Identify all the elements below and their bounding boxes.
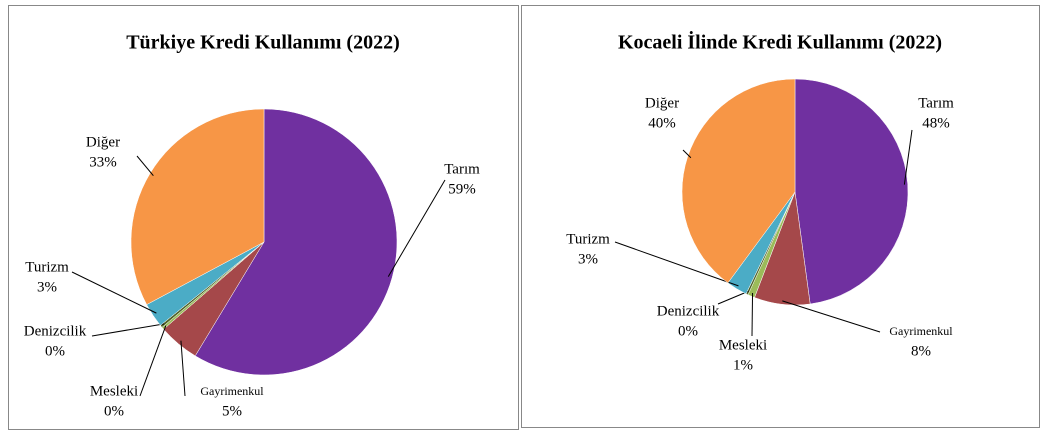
slice-label: Gayrimenkul bbox=[889, 324, 953, 338]
slice-value-label: 0% bbox=[45, 343, 65, 359]
leader-line bbox=[682, 149, 692, 159]
slice-label: Denizcilik bbox=[24, 323, 87, 339]
slice-label: Mesleki bbox=[719, 337, 767, 353]
slice-label: Tarım bbox=[918, 95, 954, 111]
chart-title: Türkiye Kredi Kullanımı (2022) bbox=[126, 32, 400, 54]
slice-label: Mesleki bbox=[90, 383, 138, 399]
slice-label: Turizm bbox=[566, 231, 610, 247]
slice-value-label: 40% bbox=[648, 115, 676, 131]
pie-slice bbox=[130, 108, 265, 305]
leader-line bbox=[717, 290, 749, 305]
leader-line bbox=[903, 129, 913, 185]
leader-line bbox=[180, 340, 186, 397]
slice-value-label: 0% bbox=[678, 323, 698, 339]
slice-label: Turizm bbox=[25, 259, 69, 275]
slice-value-label: 33% bbox=[89, 154, 117, 170]
slice-label: Diğer bbox=[645, 95, 679, 111]
pie-slice bbox=[794, 78, 909, 305]
leader-line bbox=[139, 325, 167, 397]
pie-slice bbox=[681, 78, 796, 284]
slice-value-label: 1% bbox=[733, 357, 753, 373]
leader-line bbox=[782, 300, 881, 333]
slice-value-label: 48% bbox=[922, 115, 950, 131]
leader-line bbox=[614, 241, 739, 287]
slice-label: Diğer bbox=[86, 134, 120, 150]
pie-slice bbox=[194, 108, 398, 376]
chart-title: Kocaeli İlinde Kredi Kullanımı (2022) bbox=[618, 30, 942, 54]
slice-label: Denizcilik bbox=[657, 303, 720, 319]
slice-value-label: 8% bbox=[911, 343, 931, 359]
slice-value-label: 5% bbox=[222, 403, 242, 419]
slice-label: Gayrimenkul bbox=[200, 384, 264, 398]
leader-line bbox=[71, 271, 157, 314]
slice-value-label: 59% bbox=[448, 181, 476, 197]
leader-line bbox=[91, 323, 165, 337]
leader-line bbox=[136, 155, 154, 176]
slice-value-label: 0% bbox=[104, 403, 124, 419]
slice-value-label: 3% bbox=[578, 251, 598, 267]
leader-line bbox=[387, 179, 446, 277]
slice-value-label: 3% bbox=[37, 279, 57, 295]
leader-line bbox=[751, 293, 754, 337]
slice-label: Tarım bbox=[444, 161, 480, 177]
